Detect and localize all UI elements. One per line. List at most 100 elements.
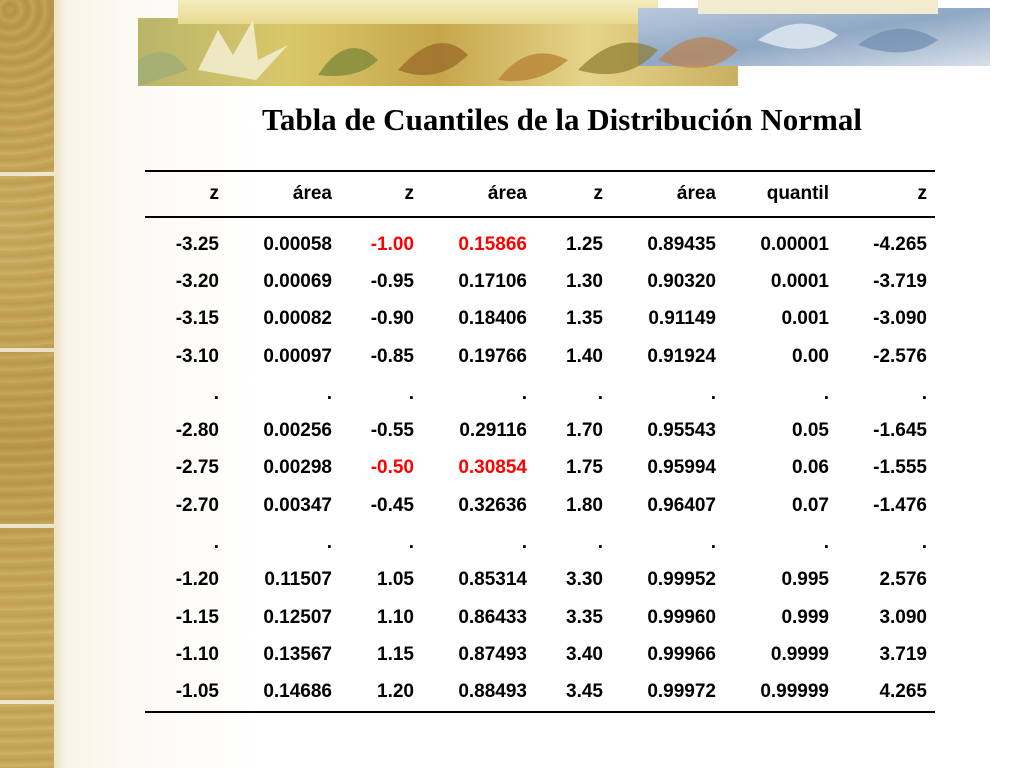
table-cell: -3.20 <box>175 270 219 292</box>
table-cell: 0.17106 <box>458 270 527 292</box>
table-cell: 0.00298 <box>263 457 332 479</box>
table-row: -1.15 0.12507 1.10 0.86433 3.35 0.99960 0.999 3… <box>145 599 935 636</box>
table-cell: -0.85 <box>370 345 414 367</box>
table-cell: 0.18406 <box>458 308 527 330</box>
table-cell: . <box>710 382 716 404</box>
table-row: -2.70 0.00347 -0.45 0.32636 1.80 0.96407 0.07 -… <box>145 487 935 524</box>
table-cell: . <box>521 382 527 404</box>
table-cell: 0.88493 <box>458 681 527 703</box>
table-cell: 0.91149 <box>648 308 716 330</box>
table-cell: 0.00256 <box>263 420 332 442</box>
table-cell: 1.80 <box>566 494 603 516</box>
table-cell: 0.95543 <box>647 420 716 442</box>
table-cell: 0.96407 <box>647 494 716 516</box>
table-cell: 3.45 <box>566 681 603 703</box>
header-cell: área <box>292 183 332 204</box>
table-row: -3.15 0.00082 -0.90 0.18406 1.35 0.91149 0.001… <box>145 301 935 338</box>
table-cell: 1.15 <box>377 643 414 665</box>
table-cell: 0.30854 <box>458 457 527 479</box>
table-cell: 0.11507 <box>264 569 332 591</box>
header-cell: z <box>209 183 220 204</box>
table-cell: -3.25 <box>175 233 219 255</box>
table-cell: . <box>408 532 414 554</box>
table-cell: 0.14686 <box>263 681 332 703</box>
table-cell: 3.719 <box>879 643 927 665</box>
table-cell: . <box>921 532 927 554</box>
table-cell: 0.85314 <box>458 569 527 591</box>
table-cell: 0.99952 <box>647 569 716 591</box>
table-cell: 0.99972 <box>647 681 716 703</box>
decorative-left-strip <box>0 0 66 768</box>
table-cell: 0.95994 <box>647 457 716 479</box>
table-cell: . <box>823 382 829 404</box>
table-cell: -2.576 <box>873 345 927 367</box>
table-cell: 0.0001 <box>770 270 829 292</box>
table-row: -2.80 0.00256 -0.55 0.29116 1.70 0.95543 0.05 -… <box>145 412 935 449</box>
table-row: ........ <box>145 524 935 561</box>
table-cell: -0.50 <box>370 457 414 479</box>
table-cell: 0.91924 <box>647 345 716 367</box>
table-cell: 0.32636 <box>458 494 527 516</box>
table-row: -3.20 0.00069 -0.95 0.17106 1.30 0.90320 0.000… <box>145 263 935 300</box>
table-cell: 0.00058 <box>263 233 332 255</box>
table-row: ........ <box>145 375 935 412</box>
table-cell: 1.40 <box>566 345 603 367</box>
table-cell: 0.001 <box>781 308 829 330</box>
table-cell: . <box>408 382 414 404</box>
table-cell: 1.75 <box>566 457 603 479</box>
table-cell: 1.05 <box>377 569 414 591</box>
header-cell: z <box>404 183 415 204</box>
table-cell: 1.30 <box>566 270 603 292</box>
table-cell: 3.35 <box>566 606 603 628</box>
table-cell: -1.00 <box>370 233 414 255</box>
table-row: -3.25 0.00058 -1.00 0.15866 1.25 0.89435 0.000… <box>145 217 935 263</box>
table-row: -1.20 0.11507 1.05 0.85314 3.30 0.99952 0.995 2… <box>145 562 935 599</box>
table-cell: . <box>597 382 603 404</box>
table-cell: 0.86433 <box>458 606 527 628</box>
table-cell: 0.15866 <box>458 233 527 255</box>
table-cell: 0.00001 <box>760 233 829 255</box>
table-cell: 0.90320 <box>647 270 716 292</box>
table-cell: 1.20 <box>377 681 414 703</box>
header-cell: área <box>676 183 716 204</box>
table-cell: . <box>326 382 332 404</box>
page-title: Tabla de Cuantiles de la Distribución No… <box>262 102 862 137</box>
table-cell: 3.090 <box>879 606 927 628</box>
table-cell: -3.15 <box>175 308 219 330</box>
table-cell: 0.00069 <box>263 270 332 292</box>
table-cell: 0.00347 <box>263 494 332 516</box>
quantile-table-container: z área z área z área quantil z -3.25 0.00… <box>145 170 935 713</box>
table-cell: -1.555 <box>873 457 927 479</box>
table-cell: . <box>213 382 219 404</box>
table-body: -3.25 0.00058 -1.00 0.15866 1.25 0.89435 0.000… <box>145 217 935 712</box>
table-cell: 4.265 <box>879 681 927 703</box>
header-cell: área <box>487 183 527 204</box>
table-cell: -2.80 <box>175 420 219 442</box>
table-cell: 0.06 <box>792 457 829 479</box>
table-row: -2.75 0.00298 -0.50 0.30854 1.75 0.95994 0.06 -… <box>145 450 935 487</box>
table-cell: -2.70 <box>175 494 219 516</box>
leaf-collage-image <box>138 0 990 86</box>
table-cell: -1.05 <box>175 681 219 703</box>
table-cell: -1.476 <box>873 494 927 516</box>
table-cell: . <box>597 532 603 554</box>
header-cell: z <box>593 183 604 204</box>
decorative-banner <box>138 0 990 86</box>
table-cell: 1.10 <box>377 606 414 628</box>
table-cell: 0.87493 <box>458 643 527 665</box>
table-cell: 0.19766 <box>458 345 527 367</box>
table-header: z área z área z área quantil z <box>145 171 935 217</box>
table-cell: 0.89435 <box>647 233 716 255</box>
table-cell: . <box>521 532 527 554</box>
table-cell: . <box>823 532 829 554</box>
table-cell: -4.265 <box>873 233 927 255</box>
table-cell: 0.99960 <box>647 606 716 628</box>
table-cell: 3.30 <box>566 569 603 591</box>
table-cell: -1.15 <box>175 606 219 628</box>
table-cell: 0.00 <box>792 345 829 367</box>
table-cell: 0.05 <box>792 420 829 442</box>
table-cell: -1.10 <box>175 643 219 665</box>
table-cell: -3.719 <box>873 270 927 292</box>
table-cell: 1.35 <box>566 308 603 330</box>
table-cell: 1.70 <box>566 420 603 442</box>
